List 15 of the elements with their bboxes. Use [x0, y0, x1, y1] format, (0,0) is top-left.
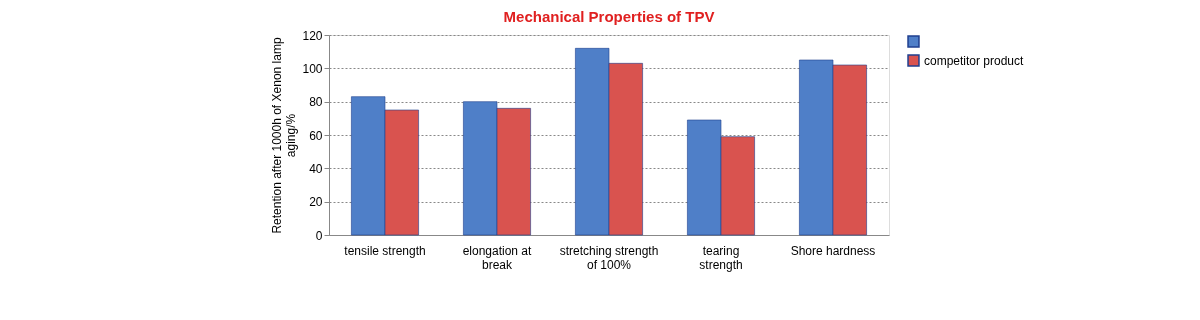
y-tick-label: 80	[309, 95, 323, 110]
y-tick-label: 100	[302, 61, 323, 76]
y-tick-label: 40	[309, 161, 323, 176]
y-tick-label: 60	[309, 128, 323, 143]
legend-label: competitor product	[924, 53, 1025, 68]
y-tick-label: 0	[315, 228, 323, 243]
chart-title: Mechanical Properties of TPV	[503, 8, 715, 25]
y-axis-title: Retention after 1000h of Xenon lamp aging/%	[270, 37, 299, 234]
x-tick-label: tensile strength	[344, 243, 426, 258]
y-tick-label: 20	[309, 195, 323, 210]
x-tick-label: elongation at break	[462, 243, 533, 272]
x-tick-label: tearing strength	[699, 243, 743, 272]
y-tick-label: 120	[302, 28, 323, 43]
x-tick-label: stretching strength of 100%	[559, 243, 659, 272]
x-tick-label: Shore hardness	[790, 243, 876, 258]
